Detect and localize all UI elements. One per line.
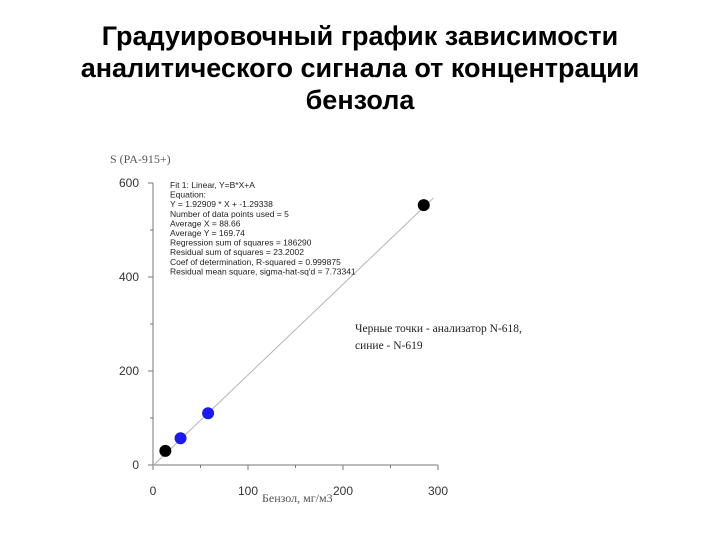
y-tick-label: 400 xyxy=(119,270,139,284)
title-line-3: бензола xyxy=(305,85,415,115)
data-points xyxy=(159,199,430,457)
y-tick-label: 200 xyxy=(119,364,139,378)
fit-line xyxy=(152,197,434,466)
annotation-line-2: синие - N-619 xyxy=(355,340,423,352)
y-axis-label: S (PA-915+) xyxy=(110,152,171,166)
y-tick-label: 600 xyxy=(119,176,139,190)
black-data-point xyxy=(417,199,430,212)
fit-text-line: Coef of determination, R-squared = 0.999… xyxy=(170,257,341,267)
fit-text-line: Equation: xyxy=(170,190,206,200)
fit-text-line: Average Y = 169.74 xyxy=(170,228,245,238)
blue-data-point xyxy=(202,407,215,420)
fit-text-line: Average X = 88.66 xyxy=(170,218,241,228)
y-ticks: 0 200 400 600 xyxy=(119,176,153,472)
x-tick-label: 300 xyxy=(428,484,448,498)
x-tick-label: 0 xyxy=(150,484,157,498)
black-data-point xyxy=(159,444,172,457)
fit-text-line: Residual sum of squares = 23.2002 xyxy=(170,247,304,257)
title-line-2: аналитического сигнала от концентрации xyxy=(80,53,640,83)
x-axis-label: Бензол, мг/м3 xyxy=(262,491,333,505)
fit-text-line: Y = 1.92909 * X + -1.29338 xyxy=(170,199,273,209)
fit-text-line: Number of data points used = 5 xyxy=(170,209,289,219)
series-annotation: Черные точки - анализатор N-618, синие -… xyxy=(355,323,522,352)
slide-title: Градуировочный график зависимости аналит… xyxy=(0,20,720,116)
x-tick-label: 100 xyxy=(238,484,258,498)
blue-data-point xyxy=(174,432,187,445)
x-tick-label: 200 xyxy=(333,484,353,498)
annotation-line-1: Черные точки - анализатор N-618, xyxy=(355,323,522,335)
y-tick-label: 0 xyxy=(132,458,139,472)
fit-text-line: Fit 1: Linear, Y=B*X+A xyxy=(170,180,255,190)
fit-text-line: Residual mean square, sigma-hat-sq'd = 7… xyxy=(170,266,356,276)
x-ticks: 0 100 200 300 xyxy=(150,465,448,498)
title-line-1: Градуировочный график зависимости xyxy=(101,21,619,51)
fit-text-line: Regression sum of squares = 186290 xyxy=(170,238,312,248)
